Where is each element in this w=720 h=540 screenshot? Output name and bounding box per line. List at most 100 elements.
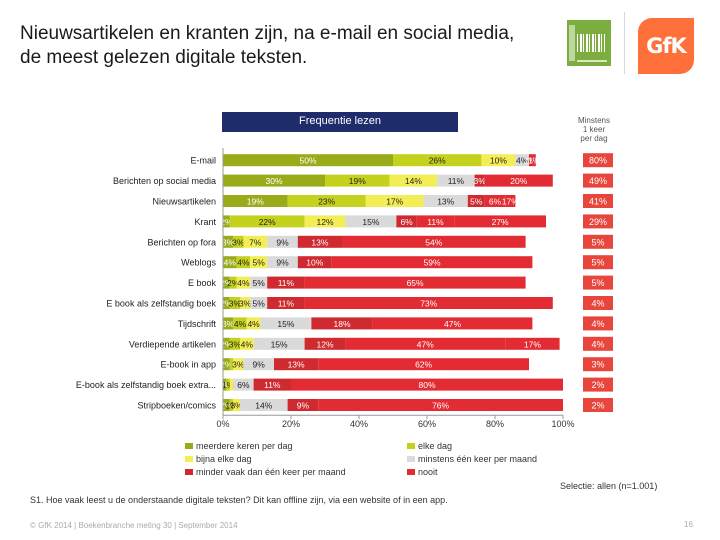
selection-note: Selectie: allen (n=1.001)	[560, 481, 658, 491]
slide-title: Nieuwsartikelen en kranten zijn, na e-ma…	[20, 22, 560, 70]
bar-segment	[484, 174, 553, 187]
bar-data-label: 62%	[415, 360, 432, 370]
category-label: E-book als zelfstandig boek extra...	[76, 380, 216, 390]
daily-total-box	[583, 255, 613, 270]
bar-data-label: 22%	[259, 217, 276, 227]
category-label: Berichten op fora	[147, 237, 216, 247]
bar-segment	[229, 358, 234, 371]
bar-data-label: 9%	[276, 258, 289, 268]
bar-segment	[467, 195, 485, 207]
bar-data-label: 7%	[249, 237, 262, 247]
bar-segment	[529, 154, 533, 167]
bar-data-label: 3%	[222, 237, 235, 247]
category-label: E book	[188, 278, 217, 288]
bar-data-label: 11%	[278, 278, 295, 288]
bar-data-label: 2%	[220, 339, 233, 349]
bar-segment	[223, 276, 230, 289]
bar-segment	[287, 399, 319, 411]
bar-data-label: 3%	[239, 299, 252, 309]
bar-segment	[318, 358, 529, 371]
bar-data-label: 6%	[489, 197, 502, 207]
bar-data-label: 19%	[349, 176, 366, 186]
title-line-1: Nieuwsartikelen en kranten zijn, na e-ma…	[20, 23, 515, 44]
bar-data-label: 4%	[224, 258, 237, 268]
logo-divider	[624, 12, 625, 74]
bar-segment	[246, 317, 261, 330]
bar-data-label: 4%	[241, 339, 254, 349]
bar-segment	[250, 256, 268, 269]
bar-segment	[454, 215, 546, 228]
gfk-logo: GfK	[638, 18, 694, 74]
x-tick-label: 100%	[551, 419, 574, 429]
bar-data-label: 9%	[253, 360, 266, 370]
bar-segment	[229, 215, 305, 228]
daily-total-box	[583, 336, 613, 351]
bar-data-label: 19%	[247, 197, 264, 207]
bar-data-label: 15%	[271, 339, 288, 349]
daily-total-label: 4%	[591, 339, 604, 349]
bar-data-label: 11%	[448, 176, 465, 186]
category-label: E book als zelfstandig boek	[106, 299, 216, 309]
bar-data-label: 1%	[222, 380, 235, 390]
bar-segment	[229, 276, 237, 289]
bar-segment	[243, 235, 268, 248]
bar-segment	[304, 276, 526, 289]
bar-segment	[223, 235, 234, 248]
bar-segment	[532, 154, 536, 167]
bar-segment	[229, 378, 234, 391]
bar-data-label: 4%	[516, 156, 529, 166]
daily-column-header: Minstens 1 keer per dag	[568, 116, 620, 143]
footer-text: © GfK 2014 | Boekenbranche meting 30 | S…	[30, 521, 238, 530]
bar-data-label: 26%	[429, 156, 446, 166]
bar-segment	[484, 195, 506, 207]
bar-data-label: 20%	[510, 176, 527, 186]
daily-total-label: 5%	[591, 258, 604, 268]
legend-label: elke dag	[418, 441, 452, 451]
bar-data-label: 4%	[247, 319, 260, 329]
bar-data-label: 3%	[474, 176, 487, 186]
daily-column-header-line-2: 1 keer	[582, 125, 606, 134]
bar-segment	[223, 154, 393, 167]
bar-segment	[233, 317, 247, 330]
daily-total-label: 3%	[591, 360, 604, 370]
category-label: Stripboeken/comics	[137, 401, 216, 411]
category-label: Weblogs	[181, 258, 216, 268]
bar-segment	[304, 215, 346, 228]
bar-segment	[396, 215, 417, 228]
daily-total-label: 5%	[591, 278, 604, 288]
page-number: 16	[684, 520, 693, 529]
daily-total-label: 80%	[589, 156, 607, 166]
bar-segment	[233, 358, 244, 371]
bar-segment	[297, 256, 332, 269]
bar-data-label: 1%	[225, 401, 238, 411]
daily-total-box	[583, 214, 613, 229]
bar-segment	[223, 399, 230, 411]
bar-segment	[423, 195, 468, 207]
bar-segment	[233, 399, 240, 411]
bar-segment	[515, 154, 529, 167]
bar-segment	[342, 235, 526, 248]
bar-segment	[253, 337, 305, 350]
bar-segment	[240, 337, 254, 350]
bar-segment	[253, 378, 291, 391]
bar-data-label: 10%	[306, 258, 323, 268]
category-label: Tijdschrift	[178, 319, 217, 329]
x-tick-label: 20%	[282, 419, 300, 429]
bar-data-label: 5%	[253, 299, 266, 309]
bar-segment	[304, 337, 346, 350]
bar-data-label: 17%	[524, 339, 541, 349]
bar-data-label: 3%	[222, 319, 235, 329]
daily-total-box	[583, 194, 613, 208]
x-tick-label: 40%	[350, 419, 368, 429]
bar-segment	[233, 378, 254, 391]
bar-data-label: 3%	[232, 237, 245, 247]
bar-data-label: 2%	[220, 217, 233, 227]
bar-data-label: 2%	[227, 278, 240, 288]
daily-column-header-line-1: Minstens	[577, 116, 610, 125]
bar-data-label: 12%	[316, 339, 333, 349]
bar-segment	[223, 195, 288, 207]
bar-segment	[287, 195, 366, 207]
bar-data-label: 4%	[237, 278, 250, 288]
daily-total-label: 41%	[589, 197, 607, 207]
logo-caption-icon	[577, 60, 607, 62]
